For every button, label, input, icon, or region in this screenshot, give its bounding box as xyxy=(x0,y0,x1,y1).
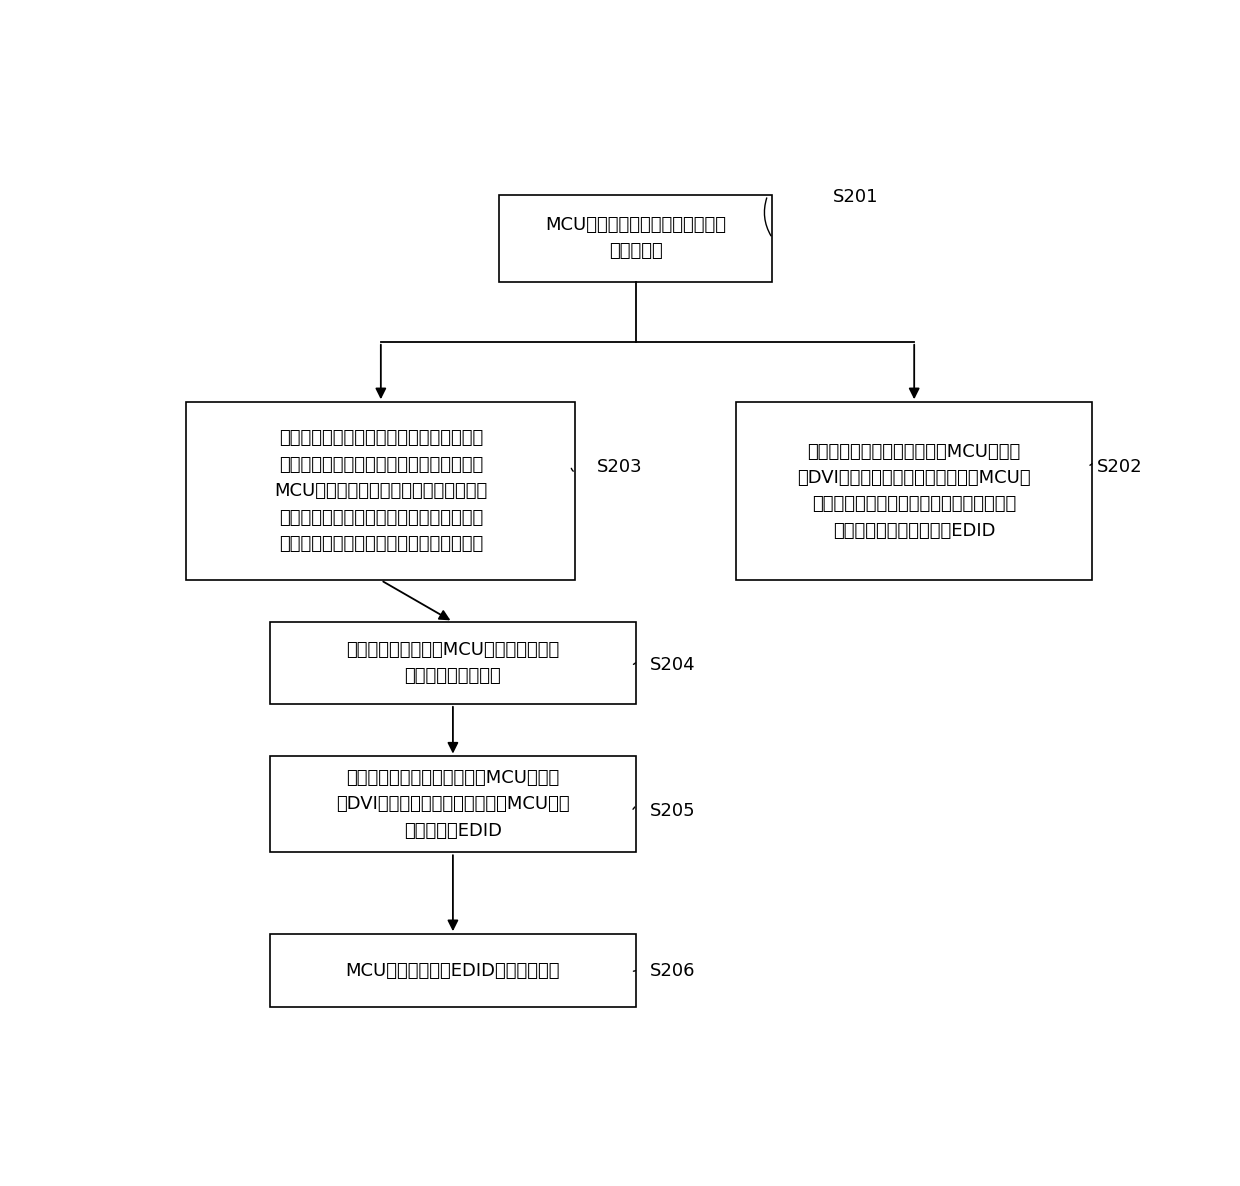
Text: 若第一端口的电位为高电位，并且第一端口
的电位在第一预设时间内未转换成低电位，
MCU暂停对第一端口的电位的检测，并持
续第二预设时间，在第二预设时间到达时，
: 若第一端口的电位为高电位，并且第一端口 的电位在第一预设时间内未转换成低电位， … xyxy=(274,429,487,553)
Bar xyxy=(186,402,575,580)
Bar xyxy=(498,195,773,281)
Bar xyxy=(270,621,635,704)
Text: S205: S205 xyxy=(650,802,696,820)
Text: S202: S202 xyxy=(1096,458,1142,476)
Text: MCU实时检测检测判别电路的第一
端口的电位: MCU实时检测检测判别电路的第一 端口的电位 xyxy=(546,216,725,261)
Text: S204: S204 xyxy=(650,656,696,674)
Bar xyxy=(270,757,635,853)
Text: MCU将显示设备的EDID存储至存储器: MCU将显示设备的EDID存储至存储器 xyxy=(346,962,560,980)
Text: S201: S201 xyxy=(832,189,878,206)
Text: 若第一端口的电位为低电位，MCU确定接
入DVI连接器的设备为信号源设备，MCU控
制切换电路进行切换，使信号源设备与存储
器连通并读取存储器中的EDID: 若第一端口的电位为低电位，MCU确定接 入DVI连接器的设备为信号源设备，MCU… xyxy=(797,442,1030,540)
Text: S203: S203 xyxy=(596,458,642,476)
Text: 若第二端口的电位为低电位，MCU确定接
入DVI连接器的设备为显示设备，MCU读取
显示设备的EDID: 若第二端口的电位为低电位，MCU确定接 入DVI连接器的设备为显示设备，MCU读… xyxy=(336,769,569,840)
Text: 在第二预设时间内，MCU检测检测判别电
路的第二端口的电位: 在第二预设时间内，MCU检测检测判别电 路的第二端口的电位 xyxy=(346,640,559,686)
Bar xyxy=(737,402,1092,580)
Bar xyxy=(270,935,635,1007)
Text: S206: S206 xyxy=(650,962,696,980)
